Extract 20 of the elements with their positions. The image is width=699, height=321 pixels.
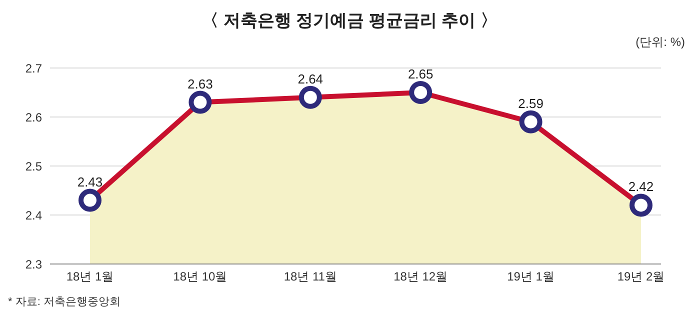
x-tick-label: 18년 12월 [394, 270, 448, 284]
y-tick-label: 2.7 [25, 61, 42, 76]
y-axis-title: (단위: %) [634, 34, 686, 50]
x-tick-label: 19년 1월 [507, 270, 554, 284]
x-tick-label: 19년 2월 [617, 270, 665, 284]
x-tick-label: 18년 11월 [284, 270, 337, 284]
data-label: 2.59 [518, 96, 544, 111]
x-tick-label: 18년 10월 [173, 270, 228, 284]
data-label: 2.65 [408, 66, 434, 82]
y-tick-label: 2.3 [25, 257, 42, 272]
y-tick-label: 2.4 [25, 208, 42, 222]
text: * 자료: 저축은행중앙회 [8, 295, 122, 309]
data-label: 2.64 [298, 71, 324, 86]
chart-title: 〈 저축은행 정기예금 평균금리 추이 〉 [200, 10, 498, 32]
x-tick-label: 18년 1월 [66, 270, 114, 284]
data-label: 2.63 [188, 76, 213, 92]
y-tick-label: 2.6 [25, 110, 42, 124]
data-label: 2.42 [628, 179, 654, 194]
y-tick-label: 2.5 [25, 159, 42, 174]
data-label: 2.43 [77, 174, 103, 190]
